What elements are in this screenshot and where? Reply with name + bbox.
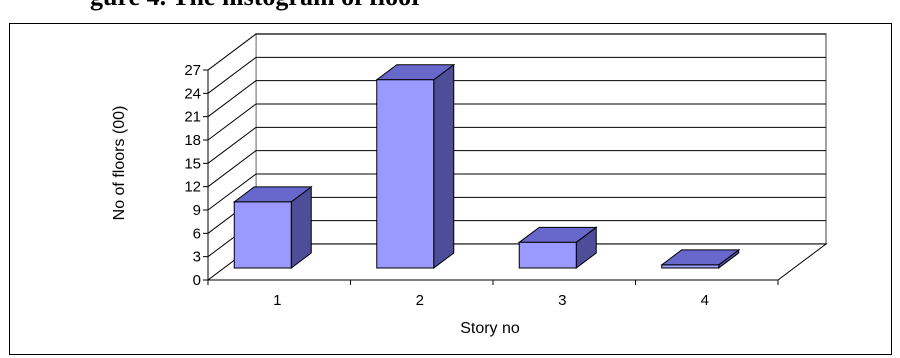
- gridline: [207, 173, 826, 211]
- x-tick-label: 4: [701, 292, 709, 309]
- y-tick-label: 0: [193, 272, 201, 289]
- back-wall: [255, 33, 827, 245]
- y-tick-label: 21: [184, 109, 201, 126]
- y-tick-label: 3: [193, 249, 201, 266]
- y-tick-label: 18: [184, 132, 201, 149]
- y-tick-label: 12: [184, 179, 201, 196]
- bars: [232, 63, 741, 269]
- y-tick-label: 15: [184, 155, 201, 172]
- bar: [517, 226, 598, 269]
- bar-front: [233, 201, 292, 269]
- bar-front: [518, 241, 577, 269]
- bar: [660, 248, 741, 269]
- y-tick-label: 24: [184, 85, 201, 102]
- gridline: [207, 103, 826, 141]
- x-tick-label: 3: [558, 292, 566, 309]
- y-tick-label: 27: [184, 62, 201, 79]
- y-axis-title: No of floors (00): [111, 106, 128, 221]
- gridline: [207, 126, 826, 164]
- gridline: [207, 80, 826, 118]
- bar-front: [661, 264, 720, 269]
- gridline: [207, 150, 826, 188]
- bar: [232, 185, 313, 269]
- y-tick-label: 9: [193, 202, 201, 219]
- x-axis-title: Story no: [460, 320, 520, 337]
- y-tick-label: 6: [193, 225, 201, 242]
- bar: [375, 63, 456, 269]
- gridline: [207, 33, 826, 71]
- figure-caption: gure 4. The histogram of floor: [90, 0, 423, 12]
- x-tick-label: 1: [273, 292, 281, 309]
- x-axis-ticks: 1 2 3 4: [207, 280, 779, 309]
- x-tick-label: 2: [416, 292, 424, 309]
- gridline: [207, 56, 826, 94]
- bar-front: [376, 79, 435, 269]
- bar-side: [433, 63, 455, 269]
